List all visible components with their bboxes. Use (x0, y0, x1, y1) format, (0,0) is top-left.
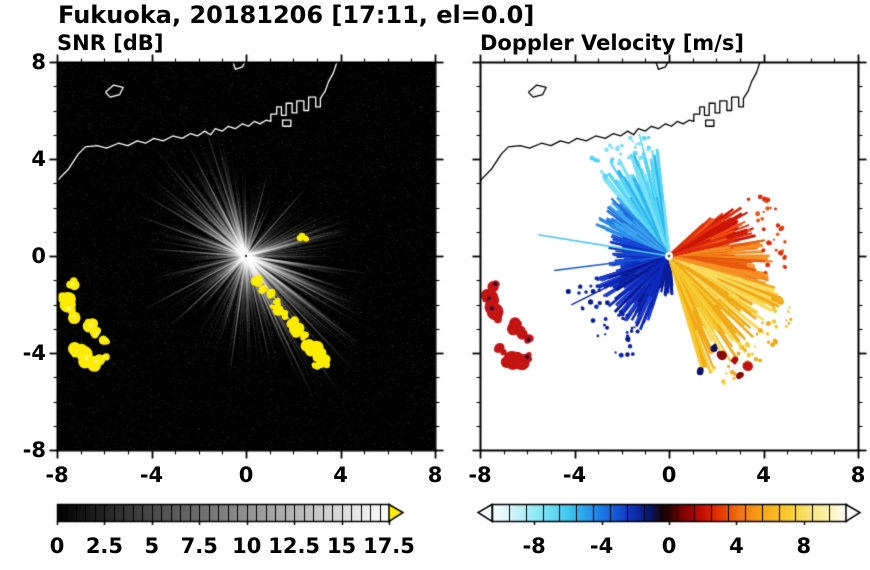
snr-y-tick-label: -4 (22, 341, 46, 365)
doppler-x-tick-label: 0 (661, 463, 677, 487)
snr-colorbar-label: 17.5 (363, 534, 415, 558)
snr-y-tick-label: 4 (31, 147, 46, 171)
doppler-colorbar (460, 500, 870, 530)
snr-colorbar-label: 2.5 (85, 534, 124, 558)
doppler-colorbar-label: 4 (729, 534, 744, 558)
snr-x-tick-label: 4 (333, 463, 348, 487)
doppler-panel-title: Doppler Velocity [m/s] (480, 31, 744, 55)
doppler-radar-image (480, 62, 858, 450)
doppler-colorbar-label: -4 (589, 534, 614, 558)
snr-y-tick-label: 0 (31, 244, 46, 268)
snr-x-tick-label: -8 (45, 463, 69, 487)
snr-colorbar (50, 500, 418, 530)
snr-colorbar-label: 10 (232, 534, 262, 558)
figure-title: Fukuoka, 20181206 [17:11, el=0.0] (58, 1, 535, 29)
snr-y-tick-label: -8 (22, 438, 46, 462)
doppler-colorbar-label: 0 (661, 534, 677, 558)
snr-radar-image (57, 62, 435, 450)
snr-colorbar-label: 5 (144, 534, 160, 558)
doppler-x-tick-label: -8 (468, 463, 492, 487)
snr-panel-title: SNR [dB] (57, 31, 164, 55)
snr-x-tick-label: -4 (139, 463, 164, 487)
doppler-x-tick-label: 8 (850, 463, 866, 487)
doppler-colorbar-label: 8 (796, 534, 812, 558)
snr-x-tick-label: 8 (427, 463, 443, 487)
snr-colorbar-label: 15 (326, 534, 357, 558)
snr-colorbar-label: 12.5 (268, 534, 321, 558)
doppler-x-tick-label: -4 (562, 463, 587, 487)
snr-colorbar-label: 0 (49, 534, 65, 558)
snr-y-tick-label: 8 (31, 50, 46, 74)
snr-x-tick-label: 0 (238, 463, 254, 487)
snr-colorbar-label: 7.5 (180, 534, 218, 558)
doppler-x-tick-label: 4 (756, 463, 771, 487)
doppler-colorbar-label: -8 (522, 534, 546, 558)
